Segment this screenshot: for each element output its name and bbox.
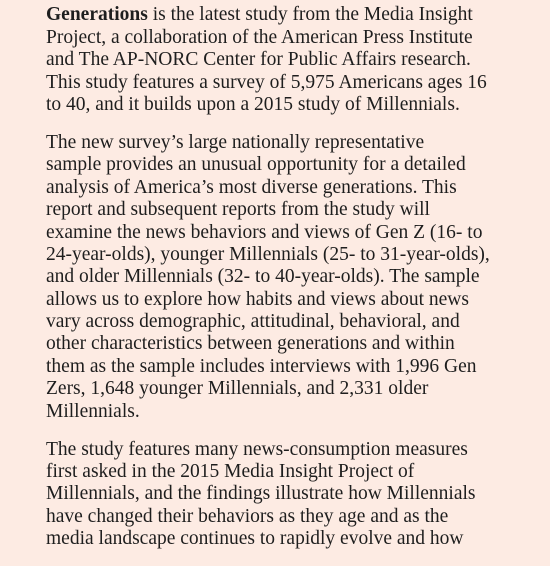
- page: Habits and Attitudes of the Gen Z and Mi…: [46, 0, 490, 550]
- text-line: 24-year-olds), younger Millennials (25- …: [46, 243, 490, 265]
- paragraph: The study features many news-consumption…: [46, 439, 490, 551]
- text-line: to 40, and it builds upon a 2015 study o…: [46, 93, 460, 115]
- text-line: The new survey’s large nationally repres…: [46, 131, 425, 153]
- text-line: and older Millennials (32- to 40-year-ol…: [46, 266, 480, 288]
- text-line: have changed their behaviors as they age…: [46, 505, 449, 527]
- text-line: allows us to explore how habits and view…: [46, 288, 469, 310]
- text-line: This study features a survey of 5,975 Am…: [46, 71, 487, 93]
- text-line: first asked in the 2015 Media Insight Pr…: [46, 461, 415, 482]
- text-line: examine the news behaviors and views of …: [46, 221, 483, 243]
- bold-text: Habits and Attitudes of the Gen Z and Mi…: [46, 0, 454, 3]
- text-line: media landscape continues to rapidly evo…: [46, 528, 464, 550]
- text-line: analysis of America’s most diverse gener…: [46, 176, 457, 198]
- article: Habits and Attitudes of the Gen Z and Mi…: [46, 0, 490, 566]
- text-line: Generations is the latest study from the…: [46, 4, 490, 26]
- text-line: Habits and Attitudes of the Gen Z and Mi…: [46, 0, 490, 4]
- bold-text: Generations: [46, 4, 148, 26]
- text: is the latest study from the Media Insig…: [147, 4, 473, 26]
- text-line: sample provides an unusual opportunity f…: [46, 154, 466, 176]
- text-line: vary across demographic, attitudinal, be…: [46, 311, 460, 333]
- text-line: Project, a collaboration of the American…: [46, 26, 473, 48]
- text-line: and The AP-NORC Center for Public Affair…: [46, 49, 471, 71]
- text-line: them as the sample includes interviews w…: [46, 355, 477, 377]
- paragraph: Habits and Attitudes of the Gen Z and Mi…: [46, 0, 490, 116]
- paragraph: The new survey’s large nationally repres…: [46, 132, 490, 423]
- text-line: The study features many news-consumption…: [46, 438, 468, 460]
- text-line: report and subsequent reports from the s…: [46, 199, 430, 221]
- text-line: Zers, 1,648 younger Millennials, and 2,3…: [46, 378, 429, 400]
- text-line: Millennials, and the findings illustrate…: [46, 483, 476, 505]
- text-line: Millennials.: [46, 400, 140, 422]
- text-line: other characteristics between generation…: [46, 333, 455, 355]
